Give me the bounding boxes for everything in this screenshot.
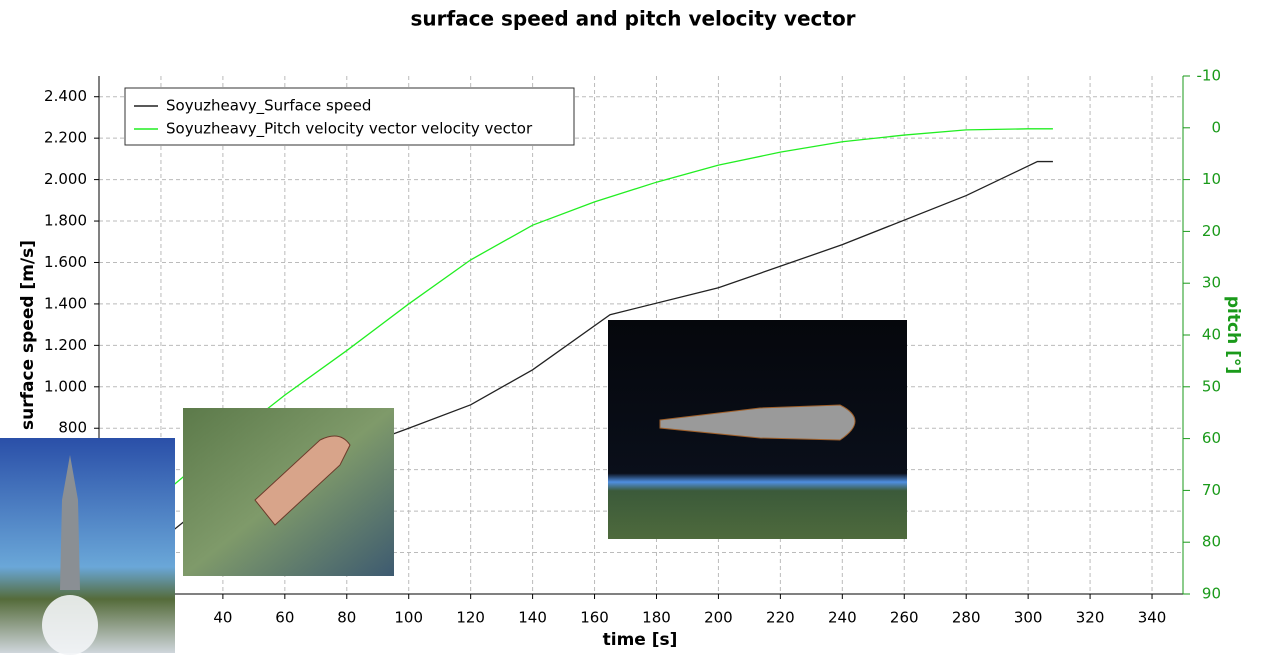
y-tick-label: 800: [58, 419, 87, 437]
x-tick-label: 260: [890, 609, 919, 627]
y-axis-label: surface speed [m/s]: [18, 240, 38, 430]
legend: [124, 87, 575, 146]
y2-tick-label: 40: [1202, 326, 1221, 344]
y2-tick-label: 60: [1202, 429, 1221, 447]
y-tick-label: 2.400: [44, 87, 87, 105]
y2-tick-label: 90: [1202, 585, 1221, 603]
y-tick-label: 2.000: [44, 170, 87, 188]
x-tick-label: 180: [642, 609, 671, 627]
y-tick-label: 1.000: [44, 377, 87, 395]
x-tick-label: 160: [580, 609, 609, 627]
y-tick-label: 1.200: [44, 336, 87, 354]
y-tick-label: 2.200: [44, 129, 87, 147]
x-tick-label: 140: [518, 609, 547, 627]
x-tick-label: 300: [1014, 609, 1043, 627]
x-tick-label: 280: [952, 609, 981, 627]
y2-tick-label: 20: [1202, 222, 1221, 240]
x-tick-label: 240: [828, 609, 857, 627]
y2-tick-label: -10: [1197, 67, 1222, 85]
y-tick-label: 1.400: [44, 294, 87, 312]
rocket: [254, 435, 351, 526]
y2-tick-label: 70: [1202, 481, 1221, 499]
x-tick-label: 80: [337, 609, 356, 627]
x-tick-label: 40: [213, 609, 232, 627]
rocket: [60, 455, 80, 590]
exhaust: [42, 595, 98, 655]
chart-title: surface speed and pitch velocity vector: [410, 7, 855, 31]
y-tick-label: 1.600: [44, 253, 87, 271]
x-tick-label: 320: [1076, 609, 1105, 627]
y2-tick-label: 80: [1202, 533, 1221, 551]
x-tick-label: 340: [1138, 609, 1167, 627]
x-tick-label: 200: [704, 609, 733, 627]
x-tick-label: 60: [275, 609, 294, 627]
rocket: [659, 404, 856, 441]
y-tick-label: 1.800: [44, 212, 87, 230]
y2-tick-label: 30: [1202, 274, 1221, 292]
y2-tick-label: 50: [1202, 377, 1221, 395]
x-tick-label: 220: [766, 609, 795, 627]
legend-label: Soyuzheavy_Surface speed: [166, 97, 371, 116]
x-axis-label: time [s]: [603, 630, 678, 650]
x-tick-label: 120: [456, 609, 485, 627]
y2-axis-label: pitch [°]: [1223, 296, 1243, 374]
legend-label: Soyuzheavy_Pitch velocity vector velocit…: [166, 120, 533, 139]
y2-tick-label: 0: [1211, 118, 1221, 136]
y2-tick-label: 10: [1202, 170, 1221, 188]
x-tick-label: 100: [394, 609, 423, 627]
